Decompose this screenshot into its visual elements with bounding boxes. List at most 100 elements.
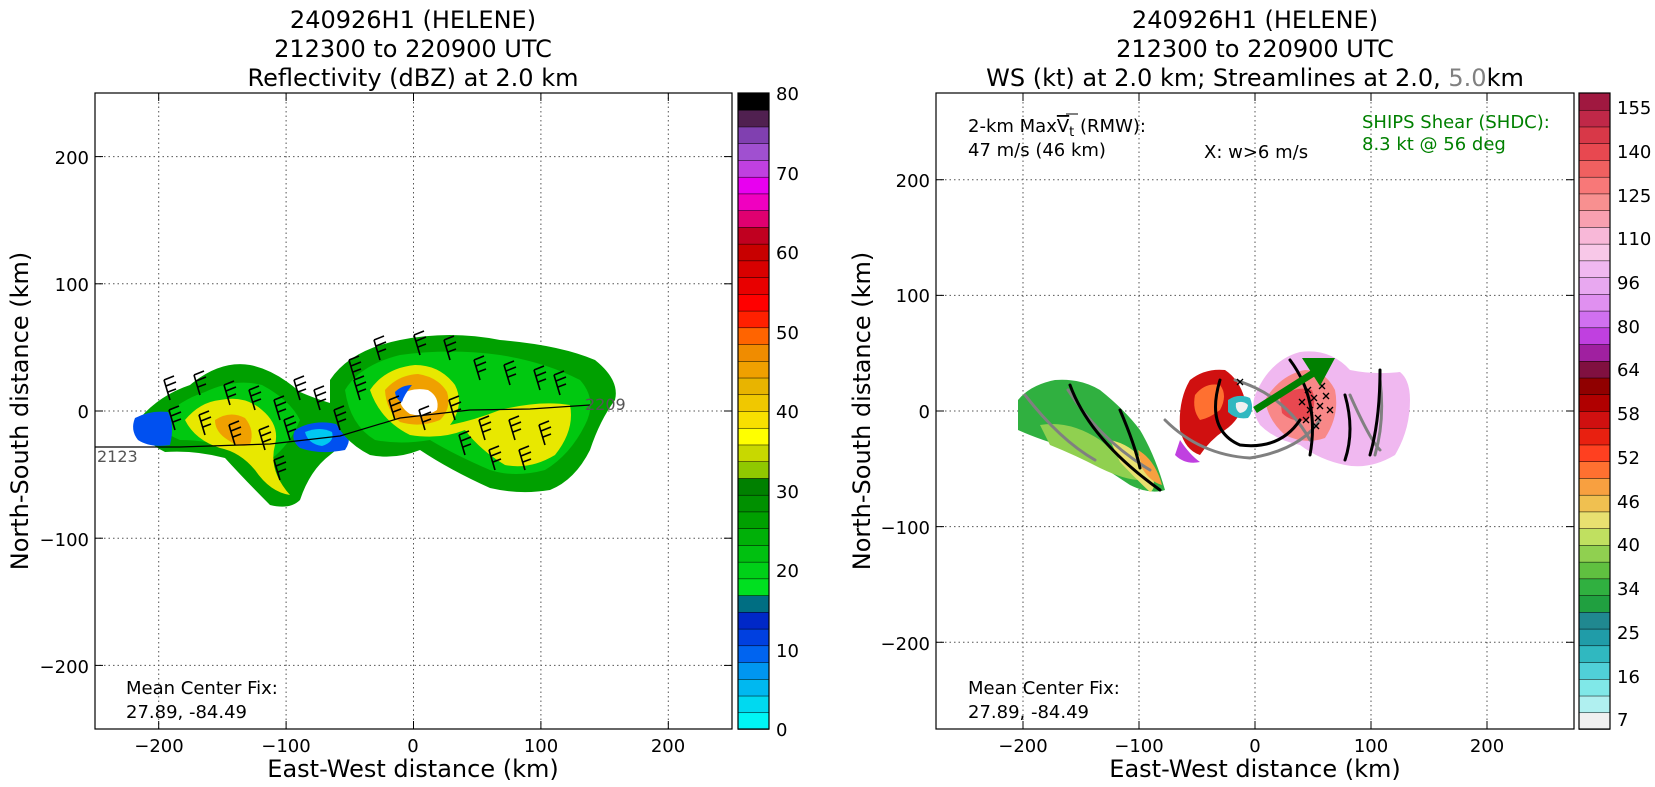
right-ytick-label: 200	[896, 171, 930, 192]
right-xtick-label: −100	[1114, 736, 1163, 757]
left-colorbar-bin	[737, 661, 770, 680]
right-cbar-tick-label: 16	[1617, 667, 1640, 688]
right-cbar-tick-label: 46	[1617, 492, 1640, 513]
left-colorbar-bin	[737, 159, 770, 178]
wind-barb	[223, 380, 237, 406]
left-track-end-label: 2209	[585, 395, 626, 414]
left-colorbar-bin	[737, 260, 770, 278]
right-cbar-tick-label: 58	[1617, 404, 1640, 425]
left-colorbar-bin	[737, 226, 770, 245]
streamline-grey	[1163, 418, 1322, 460]
maxvt-label-a: 2-km Max	[968, 116, 1057, 137]
right-colorbar-bin	[1578, 527, 1611, 546]
right-colorbar-bin	[1578, 276, 1611, 295]
left-colorbar-bin	[737, 427, 770, 446]
left-center-fix-label: Mean Center Fix:	[126, 678, 278, 699]
left-tick-marks	[95, 93, 732, 729]
left-colorbar-bin	[737, 394, 770, 412]
left-cbar-tick-label: 70	[776, 164, 799, 185]
left-cbar-tick-label: 80	[776, 84, 799, 105]
updraft-x-marker	[1316, 402, 1324, 410]
right-colorbar-bin	[1578, 611, 1611, 630]
wind-barb	[533, 365, 547, 391]
streamline-black	[1214, 378, 1302, 448]
right-shear-label: SHIPS Shear (SHDC):	[1362, 112, 1550, 133]
right-xtick-label: 100	[1354, 736, 1388, 757]
left-xtick-label: −100	[261, 736, 310, 757]
right-colorbar-bin	[1578, 695, 1611, 714]
left-wind-barbs	[163, 330, 567, 481]
right-cbar-tick-label: 140	[1617, 142, 1651, 163]
left-colorbar-bin	[737, 310, 770, 329]
streamline-black	[1068, 383, 1162, 492]
left-colorbar-bin	[737, 109, 770, 128]
right-colorbar-bin	[1578, 578, 1611, 596]
right-title-line-3: WS (kt) at 2.0 km; Streamlines at 2.0, 5…	[986, 64, 1524, 92]
left-colorbar-frame	[737, 92, 770, 730]
wind-barb	[448, 395, 462, 421]
right-x-tick-labels: −200 −100 0 100 200	[998, 736, 1504, 757]
left-center-fix-value: 27.89, -84.49	[126, 702, 247, 723]
wind-barb	[348, 355, 362, 381]
right-colorbar-bin	[1578, 594, 1611, 613]
right-cbar-tick-label: 7	[1617, 710, 1628, 731]
updraft-x-marker	[1306, 406, 1314, 414]
right-colorbar-bin	[1578, 193, 1611, 211]
wind-barb	[248, 385, 262, 411]
shear-arrow-head	[1302, 358, 1335, 386]
left-west-band-yellow	[185, 398, 290, 495]
wind-barb	[193, 370, 207, 396]
updraft-x-marker	[1310, 394, 1318, 402]
left-ytick-label: 100	[55, 275, 89, 296]
wind-barb	[458, 430, 472, 456]
left-xtick-label: 100	[524, 736, 558, 757]
right-cbar-tick-label: 34	[1617, 579, 1640, 600]
left-colorbar-bin	[737, 293, 770, 312]
streamline-black	[1288, 358, 1314, 457]
left-colorbar-bin	[737, 243, 770, 262]
right-colorbar-bin	[1578, 394, 1611, 412]
left-x-axis-label: East-West distance (km)	[267, 755, 558, 783]
left-colorbar-bin	[737, 511, 770, 529]
right-colorbar-frame	[1578, 92, 1611, 730]
wind-barb	[168, 405, 182, 431]
updraft-x-marker	[1314, 414, 1322, 422]
left-colorbar-bin	[737, 578, 770, 596]
left-eye-blue-edge	[395, 385, 412, 402]
right-colorbar-bin	[1578, 628, 1611, 647]
left-reflectivity-field	[133, 335, 616, 507]
left-colorbar-bin	[737, 477, 770, 496]
right-gridlines	[936, 93, 1574, 729]
left-colorbar-bin	[737, 444, 770, 462]
right-center-fix-value: 27.89, -84.49	[968, 702, 1089, 723]
left-colorbar-ticks: 80 70 60 50 40 30 20 10 0	[776, 84, 799, 741]
wind-barb	[258, 425, 272, 451]
right-eye-white	[1235, 401, 1248, 413]
left-cbar-tick-label: 0	[776, 720, 787, 741]
left-xtick-label: 200	[651, 736, 685, 757]
right-title-line-1: 240926H1 (HELENE)	[1132, 6, 1378, 34]
wind-barb	[198, 410, 212, 436]
right-cbar-tick-label: 64	[1617, 360, 1640, 381]
wind-barb	[228, 420, 242, 446]
streamline-grey	[1023, 393, 1097, 462]
right-ytick-label: 0	[919, 402, 930, 423]
right-cbar-tick-label: 155	[1617, 98, 1651, 119]
left-colorbar-bin	[737, 494, 770, 513]
left-colorbar-bin	[737, 92, 770, 111]
left-title-line-1: 240926H1 (HELENE)	[290, 6, 536, 34]
right-colorbar-bin	[1578, 159, 1611, 178]
right-x-axis-label: East-West distance (km)	[1109, 755, 1400, 783]
right-colorbar-bin	[1578, 360, 1611, 379]
wind-barb	[413, 330, 427, 356]
maxvt-label-d: (RMW):	[1074, 116, 1146, 137]
maxvt-label-c: t	[1069, 125, 1074, 140]
left-track-start-label: 2123	[97, 447, 138, 466]
right-title-line-3-a: WS (kt) at 2.0 km; Streamlines at 2.0,	[986, 64, 1448, 92]
right-y-axis-label: North-South distance (km)	[848, 252, 876, 571]
wind-barb	[283, 415, 297, 441]
right-shear-value: 8.3 kt @ 56 deg	[1362, 134, 1506, 155]
left-colorbar-bin	[737, 460, 770, 479]
left-colorbar-bin	[737, 209, 770, 228]
right-xtick-label: 0	[1249, 736, 1260, 757]
